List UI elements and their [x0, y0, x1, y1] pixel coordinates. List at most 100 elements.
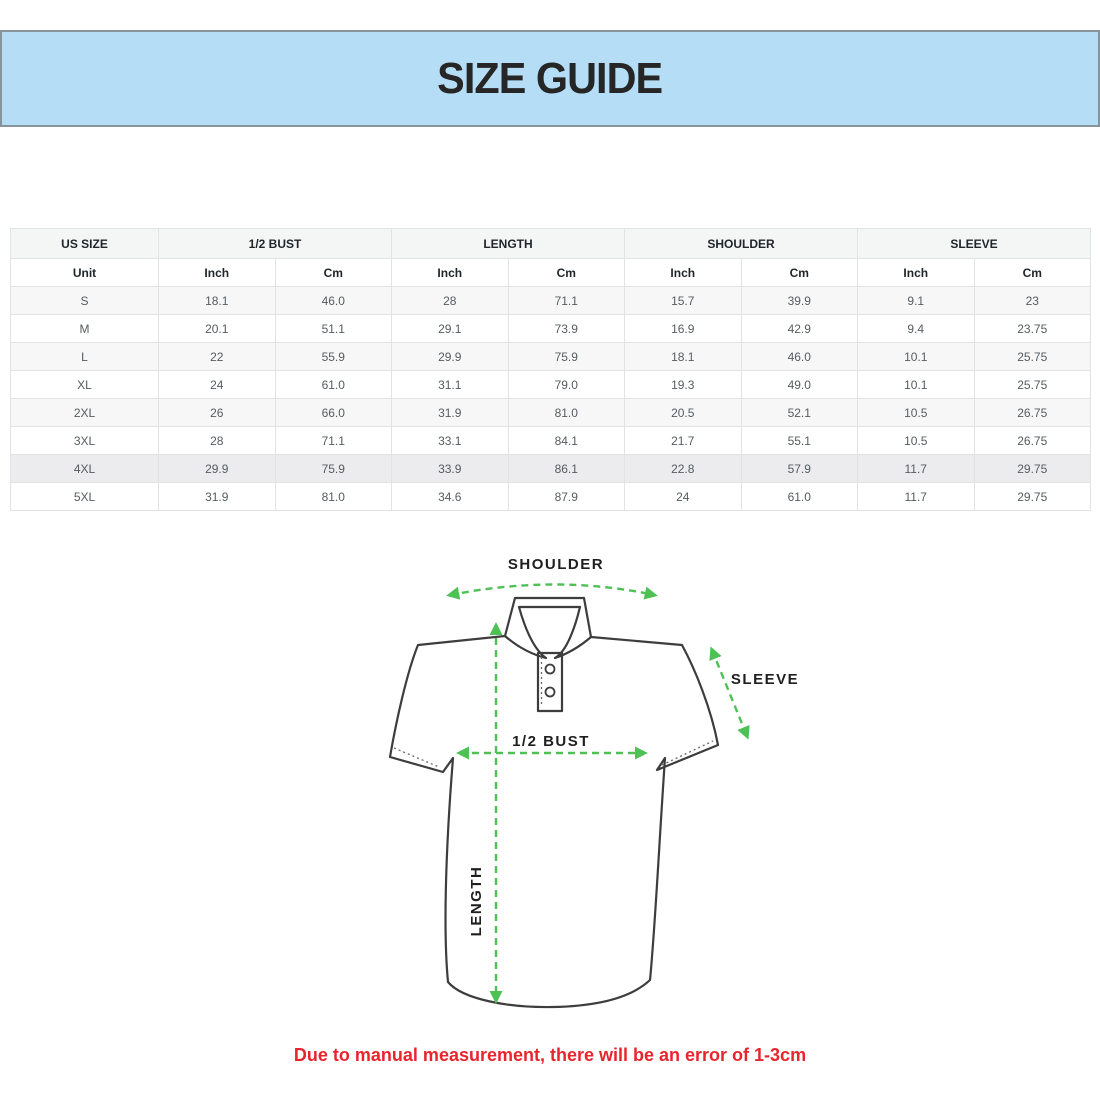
- measurement-value-cell: 29.9: [391, 342, 509, 371]
- measurement-value-cell: 28: [158, 426, 276, 455]
- measurement-value-cell: 33.9: [391, 454, 509, 483]
- measurement-value-cell: 10.5: [857, 426, 975, 455]
- collar-right-lapel: [553, 605, 593, 660]
- size-label-cell: 5XL: [10, 482, 159, 511]
- size-label-cell: 3XL: [10, 426, 159, 455]
- measurement-value-cell: 11.7: [857, 454, 975, 483]
- unit-header-cell: Unit: [10, 258, 159, 287]
- measurement-value-cell: 46.0: [740, 342, 858, 371]
- measurement-value-cell: 29.75: [973, 454, 1092, 483]
- column-header-shoulder: SHOULDER: [624, 228, 858, 259]
- column-header-length: LENGTH: [391, 228, 625, 259]
- polo-shirt-diagram: SHOULDER SLEEVE 1/2 BUST LENGTH: [388, 556, 799, 1009]
- measurement-value-cell: 51.1: [274, 314, 392, 343]
- measurement-value-cell: 28: [391, 286, 509, 315]
- measurement-value-cell: 24: [624, 482, 742, 511]
- unit-header-cell: Cm: [507, 258, 625, 287]
- size-table: US SIZE 1/2 BUST LENGTH SHOULDER SLEEVE Unit…: [10, 228, 1092, 511]
- size-guide-banner: SIZE GUIDE: [0, 30, 1100, 127]
- measurement-value-cell: 61.0: [274, 370, 392, 399]
- measurement-value-cell: 81.0: [507, 398, 625, 427]
- measurement-value-cell: 55.1: [740, 426, 858, 455]
- sleeve-measure-label: SLEEVE: [731, 671, 799, 688]
- measurement-value-cell: 57.9: [740, 454, 858, 483]
- measurement-value-cell: 87.9: [507, 482, 625, 511]
- measurement-value-cell: 23.75: [973, 314, 1092, 343]
- measurement-value-cell: 79.0: [507, 370, 625, 399]
- measurement-value-cell: 11.7: [857, 482, 975, 511]
- measurement-value-cell: 21.7: [624, 426, 742, 455]
- measurement-value-cell: 33.1: [391, 426, 509, 455]
- measurement-value-cell: 29.1: [391, 314, 509, 343]
- measurement-value-cell: 55.9: [274, 342, 392, 371]
- shirt-outline: [388, 634, 720, 1009]
- measurement-value-cell: 9.4: [857, 314, 975, 343]
- measurement-value-cell: 31.9: [391, 398, 509, 427]
- table-row-l: L 22 55.9 29.9 75.9 18.1 46.0 10.1 25.75: [10, 342, 1092, 371]
- table-row-2xl: 2XL 26 66.0 31.9 81.0 20.5 52.1 10.5 26.75: [10, 398, 1092, 427]
- table-row-m: M 20.1 51.1 29.1 73.9 16.9 42.9 9.4 23.75: [10, 314, 1092, 343]
- table-unit-row: Unit Inch Cm Inch Cm Inch Cm Inch Cm: [10, 258, 1092, 287]
- bust-measure-label: 1/2 BUST: [512, 733, 590, 750]
- measurement-value-cell: 10.1: [857, 342, 975, 371]
- measurement-value-cell: 29.9: [158, 454, 276, 483]
- column-header-sleeve: SLEEVE: [856, 228, 1092, 259]
- measurement-value-cell: 22.8: [624, 454, 742, 483]
- shoulder-measure-arrow: [446, 583, 658, 600]
- size-label-cell: S: [10, 286, 159, 315]
- measurement-value-cell: 15.7: [624, 286, 742, 315]
- measurement-value-cell: 73.9: [507, 314, 625, 343]
- measurement-value-cell: 18.1: [158, 286, 276, 315]
- measurement-value-cell: 71.1: [507, 286, 625, 315]
- table-group-header-row: US SIZE 1/2 BUST LENGTH SHOULDER SLEEVE: [10, 228, 1092, 259]
- measurement-value-cell: 75.9: [274, 454, 392, 483]
- size-label-cell: 4XL: [10, 454, 159, 483]
- measurement-value-cell: 9.1: [857, 286, 975, 315]
- measurement-value-cell: 34.6: [391, 482, 509, 511]
- button-icon: [544, 663, 556, 675]
- measurement-value-cell: 18.1: [624, 342, 742, 371]
- table-row-s: S 18.1 46.0 28 71.1 15.7 39.9 9.1 23: [10, 286, 1092, 315]
- page-title: SIZE GUIDE: [437, 53, 663, 103]
- unit-header-cell: Inch: [857, 258, 975, 287]
- measurement-value-cell: 10.1: [857, 370, 975, 399]
- placket: [536, 651, 564, 713]
- measurement-value-cell: 75.9: [507, 342, 625, 371]
- measurement-value-cell: 19.3: [624, 370, 742, 399]
- measurement-value-cell: 84.1: [507, 426, 625, 455]
- measurement-note: Due to manual measurement, there will be…: [293, 1045, 807, 1065]
- table-row-3xl: 3XL 28 71.1 33.1 84.1 21.7 55.1 10.5 26.75: [10, 426, 1092, 455]
- sleeve-measure-arrow: [709, 646, 750, 740]
- table-row-xl: XL 24 61.0 31.1 79.0 19.3 49.0 10.1 25.75: [10, 370, 1092, 399]
- collar-left-lapel: [503, 605, 548, 660]
- measurement-value-cell: 26.75: [973, 426, 1092, 455]
- size-label-cell: 2XL: [10, 398, 159, 427]
- table-body: S 18.1 46.0 28 71.1 15.7 39.9 9.1 23 M 20.1 51.1 29.…: [10, 286, 1092, 511]
- measurement-value-cell: 66.0: [274, 398, 392, 427]
- measurement-value-cell: 31.1: [391, 370, 509, 399]
- measurement-value-cell: 49.0: [740, 370, 858, 399]
- size-label-cell: L: [10, 342, 159, 371]
- table-row-4xl: 4XL 29.9 75.9 33.9 86.1 22.8 57.9 11.7 29.75: [10, 454, 1092, 483]
- measurement-value-cell: 26: [158, 398, 276, 427]
- measurement-value-cell: 71.1: [274, 426, 392, 455]
- length-measure-label: LENGTH: [468, 866, 485, 937]
- unit-header-cell: Inch: [624, 258, 742, 287]
- right-sleeve-stitch: [661, 740, 714, 766]
- column-header-1-2-bust: 1/2 BUST: [158, 228, 392, 259]
- measurement-value-cell: 16.9: [624, 314, 742, 343]
- button-icon: [544, 686, 556, 698]
- measurement-value-cell: 86.1: [507, 454, 625, 483]
- measurement-value-cell: 29.75: [973, 482, 1092, 511]
- size-label-cell: XL: [10, 370, 159, 399]
- measurement-value-cell: 46.0: [274, 286, 392, 315]
- unit-header-cell: Cm: [274, 258, 392, 287]
- measurement-value-cell: 24: [158, 370, 276, 399]
- shoulder-measure-label: SHOULDER: [508, 556, 604, 573]
- unit-header-cell: Inch: [391, 258, 509, 287]
- measurement-value-cell: 22: [158, 342, 276, 371]
- measurement-value-cell: 42.9: [740, 314, 858, 343]
- measurement-value-cell: 31.9: [158, 482, 276, 511]
- measurement-value-cell: 20.5: [624, 398, 742, 427]
